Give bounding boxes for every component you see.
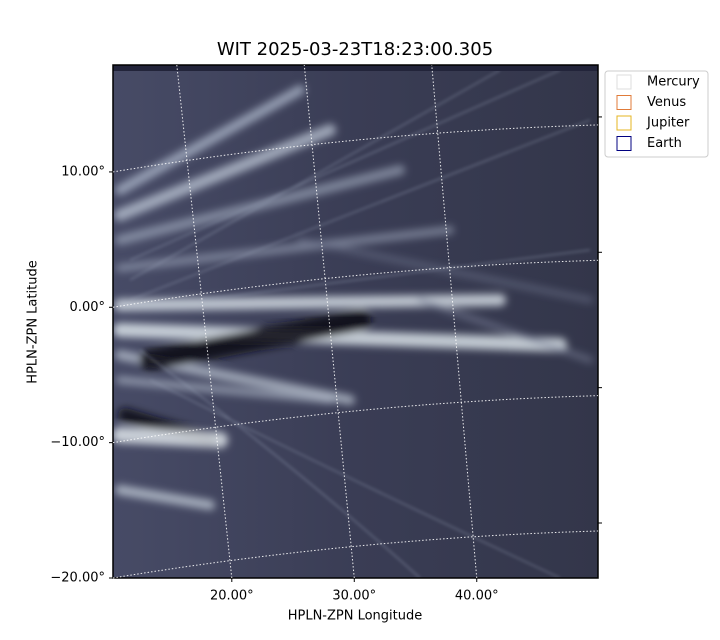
solar-image: [113, 65, 598, 578]
y-axis-label: HPLN-ZPN Latitude: [26, 260, 41, 383]
grid-line: [112, 259, 599, 308]
x-axis-label: HPLN-ZPN Longitude: [288, 609, 423, 624]
legend-marker: [616, 136, 632, 151]
legend-marker: [616, 74, 632, 90]
y-tick-label: 10.00°: [61, 164, 105, 179]
y-tick-label: −10.00°: [50, 435, 105, 450]
legend-label: Earth: [647, 136, 682, 151]
grid-line: [112, 530, 599, 579]
x-tick-label: 30.00°: [332, 589, 376, 604]
legend-marker: [616, 115, 632, 131]
y-tick-label: 0.00°: [70, 300, 105, 315]
legend-label: Mercury: [647, 75, 700, 90]
legend-box: [604, 70, 709, 158]
plot-frame: [112, 64, 599, 579]
grid-line: [112, 395, 599, 444]
x-tick-label: 40.00°: [455, 589, 499, 604]
x-tick-label: 20.00°: [210, 589, 254, 604]
legend: Mercury Venus Jupiter Earth: [604, 70, 709, 158]
chart-title: WIT 2025-03-23T18:23:00.305: [217, 39, 493, 60]
grid-line: [112, 124, 599, 173]
legend-label: Venus: [647, 95, 686, 110]
legend-label: Jupiter: [646, 116, 690, 131]
legend-marker: [616, 95, 632, 110]
y-tick-label: −20.00°: [50, 571, 105, 586]
